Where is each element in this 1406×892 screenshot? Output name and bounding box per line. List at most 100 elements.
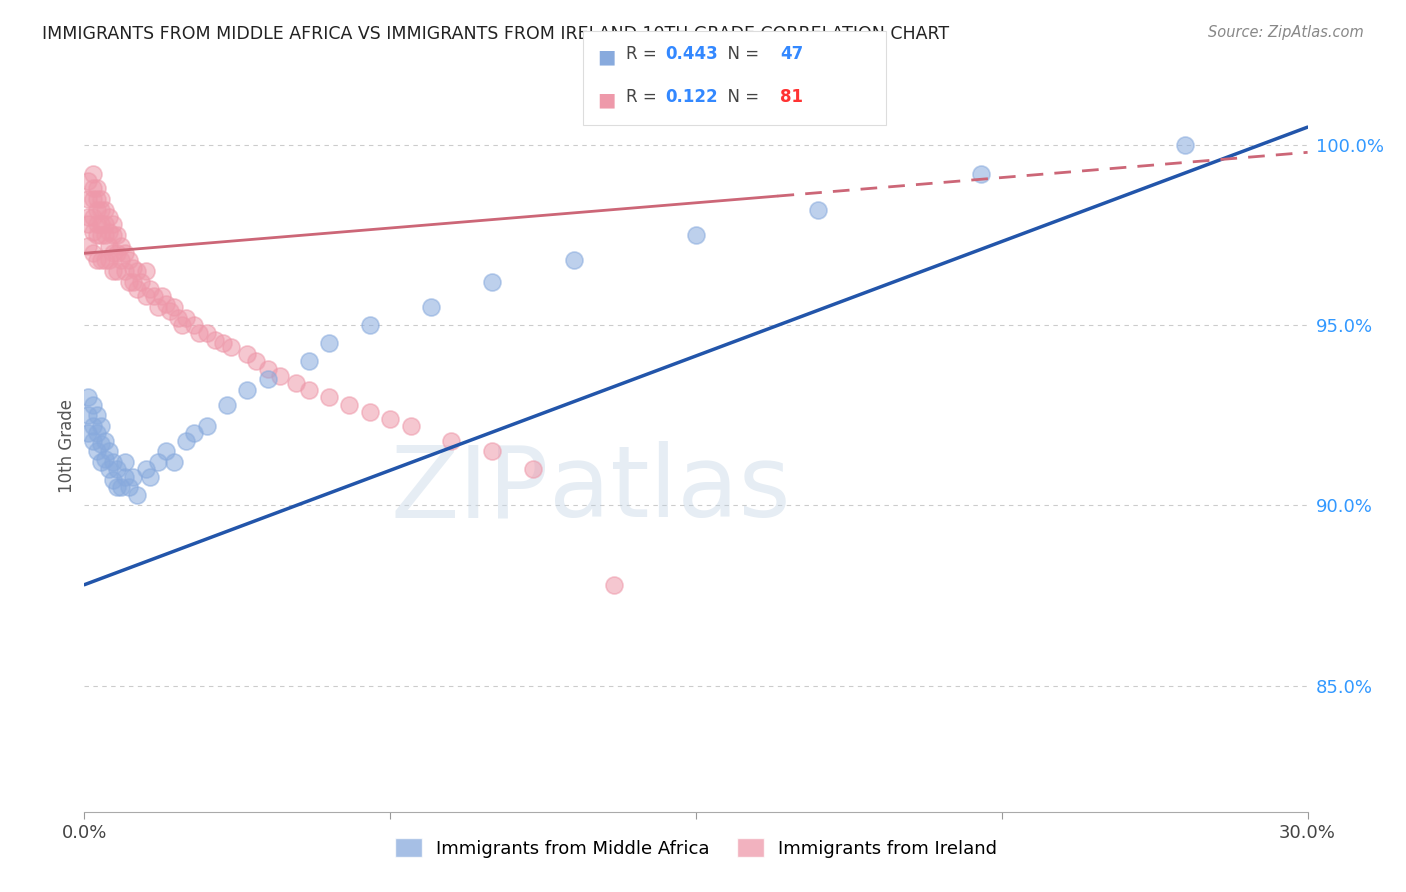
Text: atlas: atlas	[550, 442, 790, 539]
Point	[93, 253, 115, 268]
Point	[105, 228, 128, 243]
Point	[118, 253, 141, 268]
Point	[146, 300, 169, 314]
Point	[562, 253, 585, 268]
Point	[77, 174, 100, 188]
Point	[82, 419, 104, 434]
Point	[93, 228, 115, 243]
Point	[77, 218, 100, 232]
Point	[204, 333, 226, 347]
Point	[135, 264, 157, 278]
Point	[318, 390, 340, 404]
Point	[440, 434, 463, 448]
Point	[93, 434, 115, 448]
Point	[359, 405, 381, 419]
Point	[86, 228, 108, 243]
Point	[97, 253, 120, 268]
Point	[77, 409, 100, 423]
Point	[86, 192, 108, 206]
Text: N =: N =	[717, 45, 765, 63]
Point	[174, 434, 197, 448]
Point	[105, 480, 128, 494]
Legend: Immigrants from Middle Africa, Immigrants from Ireland: Immigrants from Middle Africa, Immigrant…	[388, 831, 1004, 865]
Point	[77, 192, 100, 206]
Point	[1174, 138, 1197, 153]
Point	[86, 218, 108, 232]
Point	[339, 398, 361, 412]
Point	[114, 246, 136, 260]
Text: ZIP: ZIP	[391, 442, 550, 539]
Text: R =: R =	[626, 88, 662, 106]
Point	[298, 383, 321, 397]
Point	[77, 390, 100, 404]
Point	[77, 426, 100, 441]
Point	[174, 311, 197, 326]
Point	[97, 239, 120, 253]
Point	[97, 210, 120, 224]
Point	[90, 202, 112, 217]
Point	[127, 282, 149, 296]
Text: ■: ■	[598, 47, 616, 66]
Point	[90, 228, 112, 243]
Point	[269, 368, 291, 383]
Point	[135, 462, 157, 476]
Point	[481, 444, 503, 458]
Point	[118, 480, 141, 494]
Point	[685, 228, 707, 243]
Point	[522, 462, 544, 476]
Point	[359, 318, 381, 333]
Point	[105, 462, 128, 476]
Text: 0.122: 0.122	[665, 88, 717, 106]
Point	[101, 246, 124, 260]
Text: R =: R =	[626, 45, 662, 63]
Point	[183, 318, 205, 333]
Y-axis label: 10th Grade: 10th Grade	[58, 399, 76, 493]
Point	[86, 444, 108, 458]
Point	[86, 253, 108, 268]
Point	[110, 480, 132, 494]
Point	[195, 326, 218, 340]
Point	[298, 354, 321, 368]
Point	[212, 336, 235, 351]
Point	[82, 167, 104, 181]
Point	[970, 167, 993, 181]
Point	[86, 202, 108, 217]
Point	[101, 455, 124, 469]
Point	[110, 253, 132, 268]
Point	[807, 202, 830, 217]
Point	[86, 181, 108, 195]
Point	[481, 275, 503, 289]
Point	[105, 246, 128, 260]
Point	[90, 437, 112, 451]
Point	[142, 289, 165, 303]
Point	[138, 282, 160, 296]
Text: IMMIGRANTS FROM MIDDLE AFRICA VS IMMIGRANTS FROM IRELAND 10TH GRADE CORRELATION : IMMIGRANTS FROM MIDDLE AFRICA VS IMMIGRA…	[42, 25, 949, 43]
Point	[82, 225, 104, 239]
Point	[82, 246, 104, 260]
Point	[163, 455, 186, 469]
Point	[86, 409, 108, 423]
Point	[101, 473, 124, 487]
Point	[93, 218, 115, 232]
Point	[187, 326, 209, 340]
Text: 0.443: 0.443	[665, 45, 718, 63]
Point	[159, 304, 181, 318]
Point	[183, 426, 205, 441]
Point	[122, 260, 145, 275]
Point	[257, 361, 280, 376]
Text: N =: N =	[717, 88, 765, 106]
Point	[97, 444, 120, 458]
Point	[122, 275, 145, 289]
Text: ■: ■	[598, 90, 616, 109]
Point	[110, 239, 132, 253]
Point	[97, 462, 120, 476]
Point	[90, 218, 112, 232]
Point	[603, 578, 626, 592]
Text: Source: ZipAtlas.com: Source: ZipAtlas.com	[1208, 25, 1364, 40]
Point	[236, 347, 259, 361]
Point	[77, 239, 100, 253]
Point	[172, 318, 194, 333]
Text: 47: 47	[780, 45, 804, 63]
Point	[219, 340, 242, 354]
Point	[127, 488, 149, 502]
